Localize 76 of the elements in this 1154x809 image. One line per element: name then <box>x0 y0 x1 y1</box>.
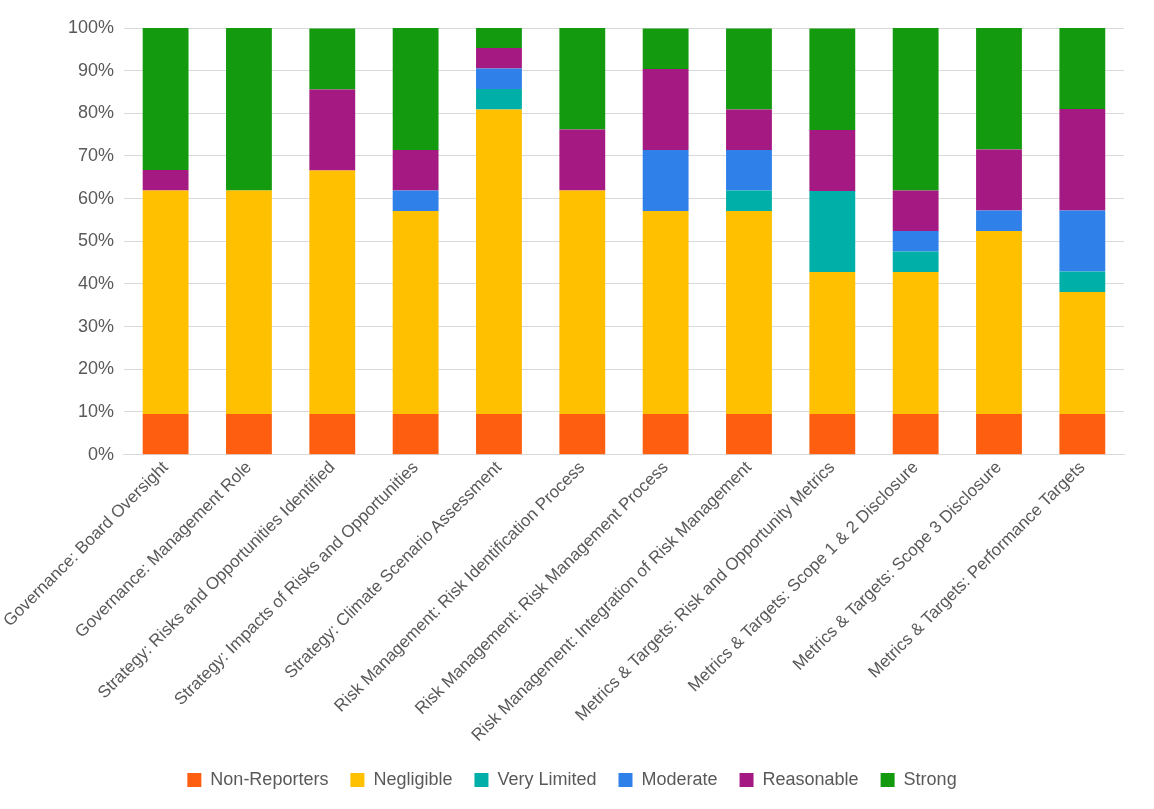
legend-label: Reasonable <box>762 768 859 789</box>
bar <box>976 231 1022 415</box>
bar <box>892 414 939 455</box>
legend-label: Strong <box>903 768 957 789</box>
bar <box>392 414 439 455</box>
y-tick-label: 20% <box>77 358 114 379</box>
bar <box>976 210 1022 232</box>
bar <box>142 170 189 191</box>
bar <box>726 414 772 455</box>
legend-label: Negligible <box>373 768 453 789</box>
y-tick-label: 100% <box>67 16 114 37</box>
bar <box>642 28 689 69</box>
bar <box>809 28 856 130</box>
bar <box>892 272 939 415</box>
legend-label: Very Limited <box>497 768 597 789</box>
bar <box>559 190 606 415</box>
bar <box>1059 292 1106 415</box>
y-tick-label: 80% <box>77 102 114 123</box>
legend-label: Non-Reporters <box>210 768 329 789</box>
bar <box>476 28 522 49</box>
bar <box>392 211 439 415</box>
bar <box>309 28 356 90</box>
bar <box>1059 271 1106 293</box>
bar <box>892 190 939 232</box>
bar <box>309 414 356 455</box>
y-tick-label: 30% <box>77 315 114 336</box>
bar <box>892 251 939 273</box>
y-tick-label: 50% <box>77 230 114 251</box>
bar <box>1059 210 1106 272</box>
bar <box>559 414 606 455</box>
bar <box>809 129 856 191</box>
bar <box>476 48 522 69</box>
bar <box>309 89 356 171</box>
bar <box>309 170 356 415</box>
y-tick-label: 0% <box>87 443 114 464</box>
bar <box>559 129 606 191</box>
bar <box>142 190 189 415</box>
bar <box>809 414 856 455</box>
bar <box>476 414 522 455</box>
bar <box>226 28 272 191</box>
legend-label: Moderate <box>641 768 718 789</box>
y-tick-label: 60% <box>77 187 114 208</box>
bar <box>726 150 772 191</box>
bar <box>642 211 689 415</box>
bar <box>726 28 772 110</box>
bar <box>1059 109 1106 211</box>
bar <box>642 150 689 212</box>
bar <box>726 211 772 415</box>
y-tick-label: 70% <box>77 144 114 165</box>
bar <box>226 190 272 415</box>
bar <box>809 190 856 273</box>
bar <box>142 28 189 171</box>
bar <box>1059 414 1106 455</box>
bar <box>976 28 1022 150</box>
y-tick-label: 90% <box>77 59 114 80</box>
bar <box>809 272 856 415</box>
bar <box>226 414 272 455</box>
bar <box>392 28 439 151</box>
bar <box>642 68 689 151</box>
bar <box>726 190 772 212</box>
bar <box>642 414 689 455</box>
bar <box>892 231 939 252</box>
bar <box>892 28 939 191</box>
y-tick-label: 40% <box>77 272 114 293</box>
bar <box>392 150 439 191</box>
bar <box>976 149 1022 211</box>
bar <box>1059 28 1106 110</box>
y-tick-label: 10% <box>77 400 114 421</box>
bar <box>559 28 606 130</box>
bar <box>476 68 522 90</box>
bar <box>726 109 772 151</box>
bar <box>142 414 189 455</box>
bar <box>976 414 1022 455</box>
bar <box>476 89 522 110</box>
bar <box>392 190 439 212</box>
bar <box>476 109 522 415</box>
